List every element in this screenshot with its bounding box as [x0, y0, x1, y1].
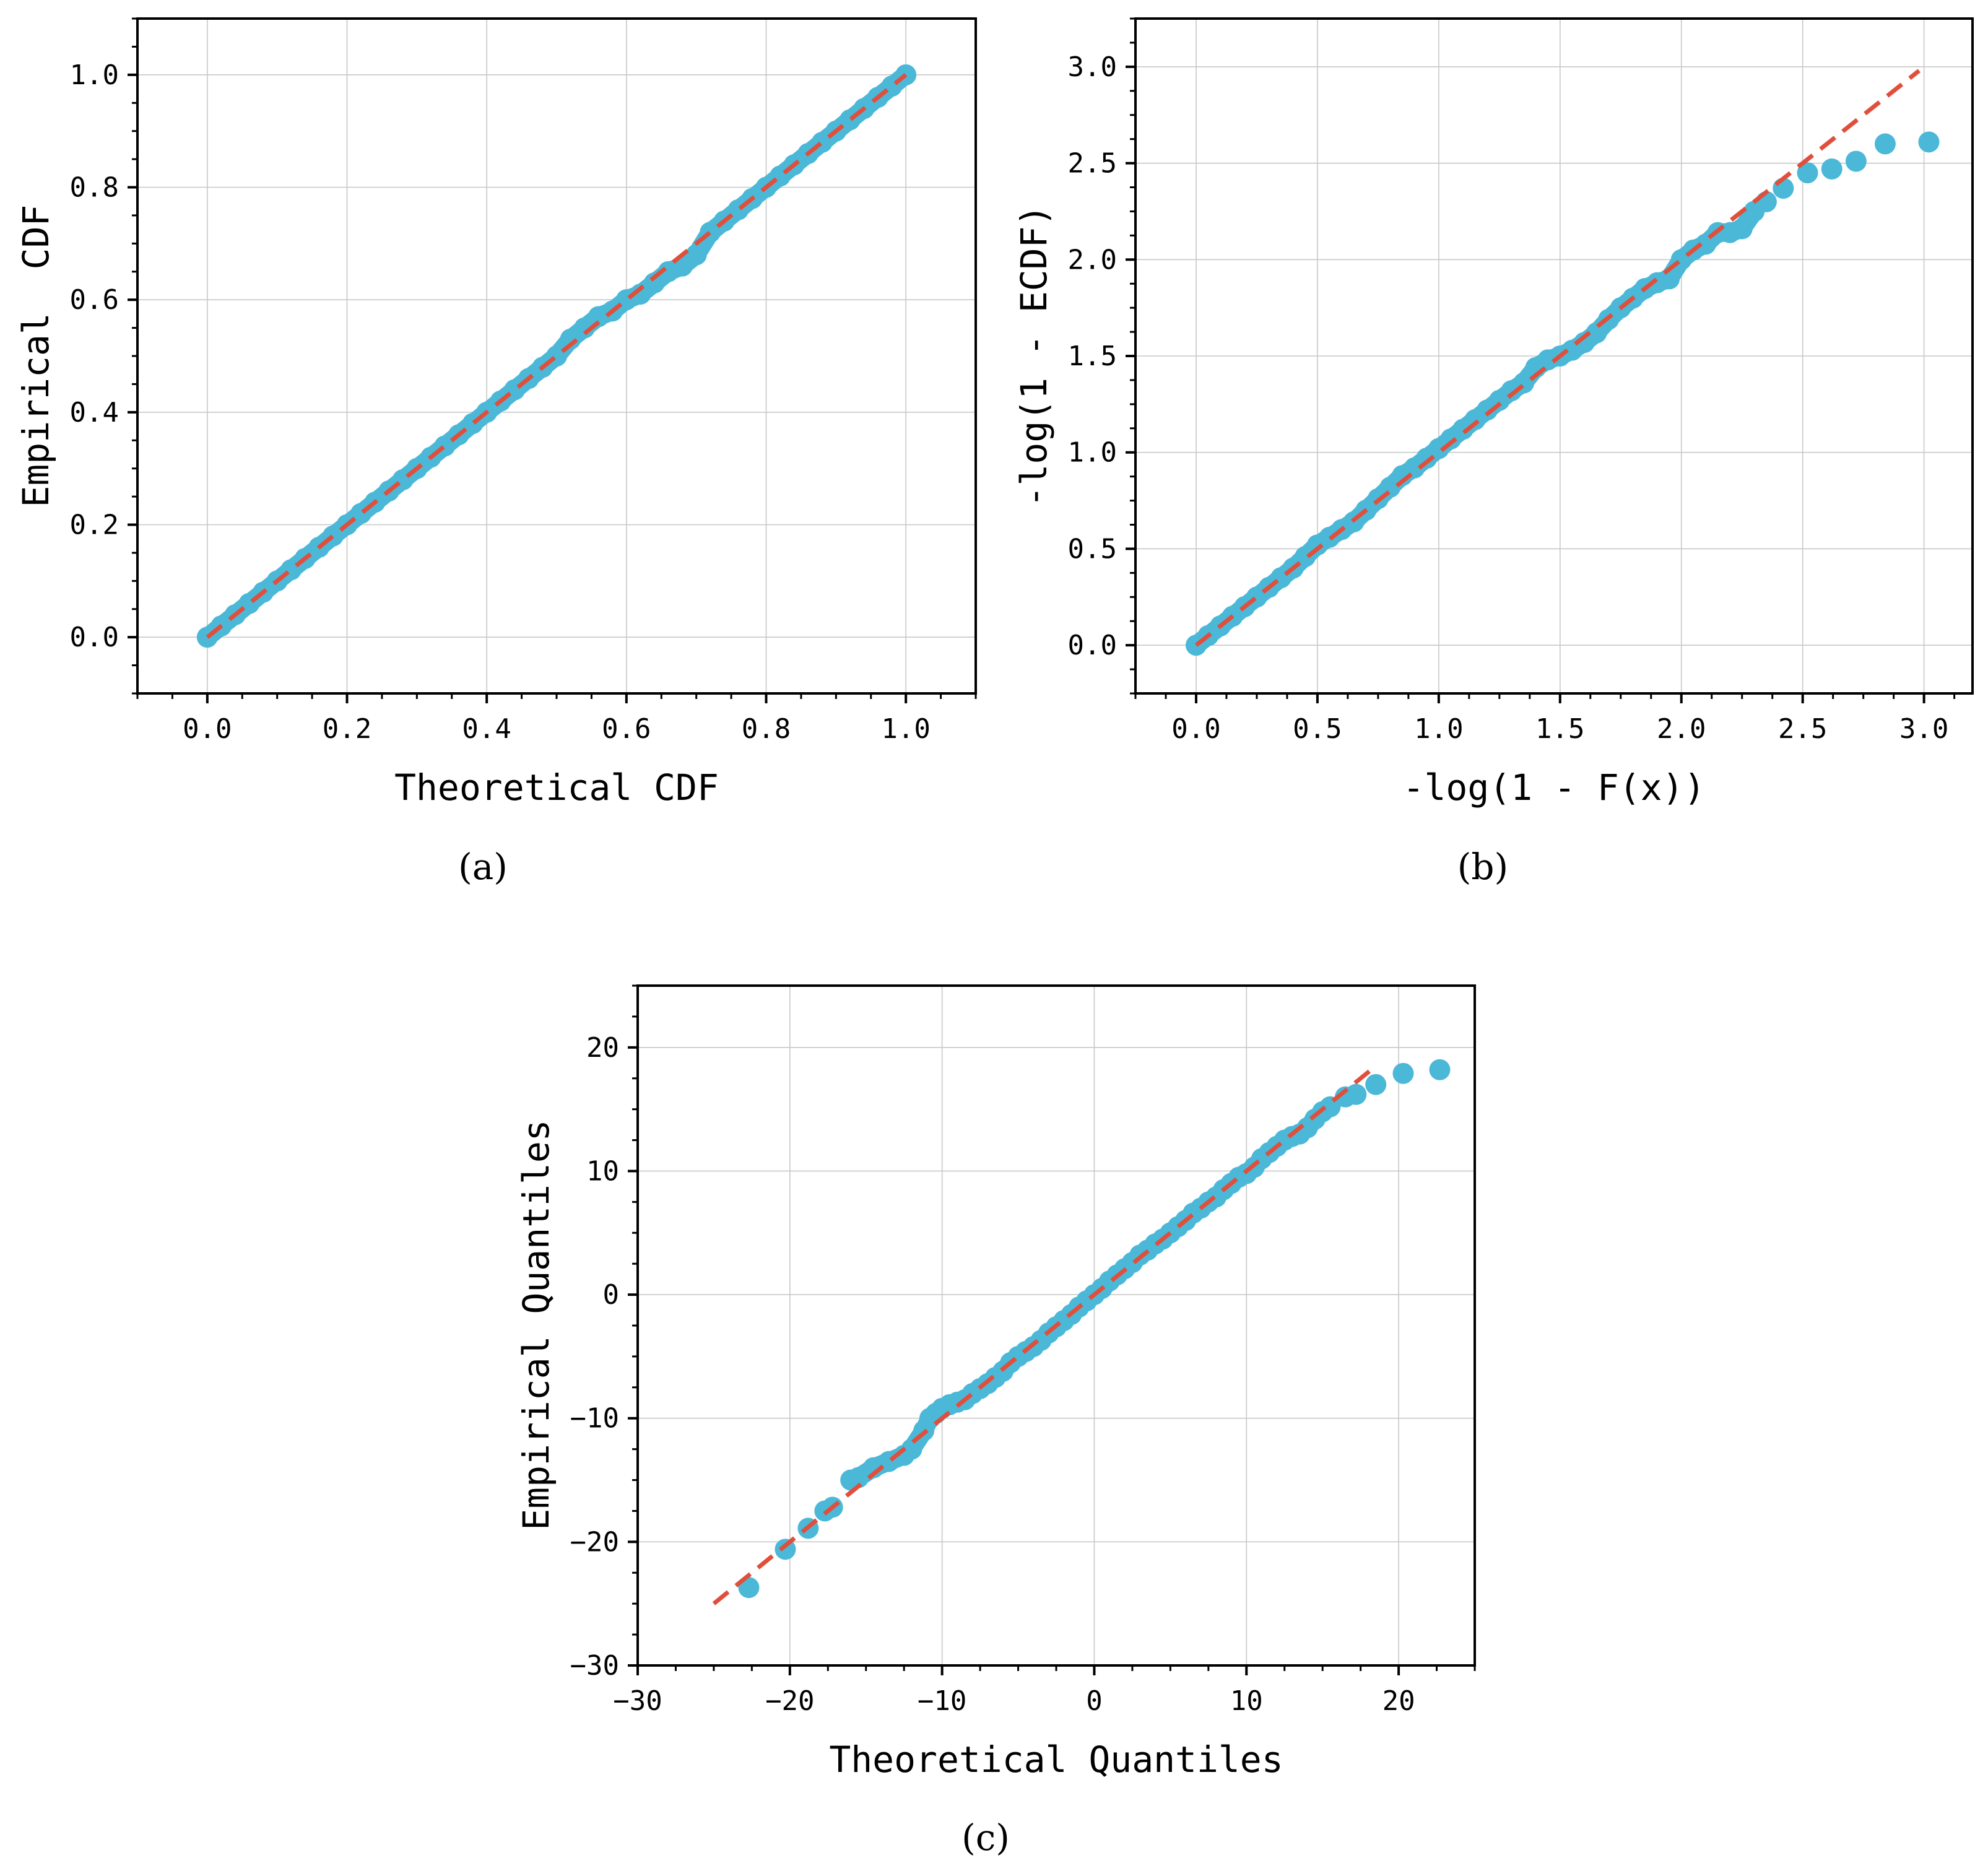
- panel-b-y-tick-label-0: 0.0: [1068, 630, 1117, 661]
- panel-c-y-tick-label-3: 0: [603, 1279, 620, 1311]
- panel-b-points: [1185, 131, 1940, 656]
- panel-b-reference-line: [1194, 69, 1921, 647]
- panel-c-x-tick-label-2: −10: [918, 1685, 966, 1717]
- panel-c-y-tick-label-5: 20: [586, 1032, 619, 1064]
- panel-b-y-tick-label-6: 3.0: [1068, 51, 1117, 83]
- panel-a-label: (a): [458, 846, 508, 888]
- panel-c-y-tick-label-4: 10: [586, 1155, 619, 1187]
- panel-b-y-ticks: 0.0 0.5 1.0 1.5 2.0 2.5 3.0: [1068, 17, 1135, 695]
- panel-b-y-tick-label-3: 1.5: [1068, 341, 1117, 372]
- panel-b-x-tick-label-6: 3.0: [1899, 713, 1948, 745]
- panel-a-y-tick-label-1: 0.2: [70, 510, 119, 541]
- panel-b-point-51: [1845, 150, 1867, 172]
- panel-c-x-ticks: −30 −20 −10 0 10 20: [613, 1665, 1476, 1717]
- panel-b-point-49: [1797, 162, 1818, 184]
- panel-a-y-tick-label-2: 0.4: [70, 397, 119, 428]
- panel-b-x-tick-label-3: 1.5: [1535, 713, 1584, 745]
- panel-b-x-tick-label-4: 2.0: [1657, 713, 1706, 745]
- panel-c-x-tick-label-0: −30: [613, 1685, 662, 1717]
- panel-b-x-tick-label-2: 1.0: [1414, 713, 1463, 745]
- panel-a-y-tick-label-5: 1.0: [70, 59, 119, 91]
- panel-a: 0.0 0.2 0.4 0.6 0.8 1.0 0.0 0.2 0.4 0.6 0.8 1.0 Th…: [15, 17, 977, 888]
- panel-c-y-axis-label: Empirical Quantiles: [515, 1119, 557, 1530]
- panel-b-x-tick-label-0: 0.0: [1171, 713, 1220, 745]
- panel-a-y-tick-label-0: 0.0: [70, 622, 119, 653]
- panel-c-y-ticks: −30 −20 −10 0 10 20: [570, 984, 638, 1682]
- panel-a-x-ticks: 0.0 0.2 0.4 0.6 0.8 1.0: [136, 693, 977, 745]
- panel-c-point-0: [738, 1577, 760, 1599]
- panel-a-reference-line: [206, 73, 908, 639]
- panel-b-reference-line-path: [1194, 69, 1921, 647]
- panel-c-point-68: [1365, 1074, 1387, 1095]
- panel-c-x-tick-label-4: 10: [1230, 1685, 1263, 1717]
- panel-c-point-70: [1429, 1059, 1451, 1080]
- panel-a-y-tick-label-4: 0.8: [70, 172, 119, 204]
- panel-a-x-tick-label-2: 0.4: [462, 713, 511, 745]
- panel-b-x-ticks: 0.0 0.5 1.0 1.5 2.0 2.5 3.0: [1134, 693, 1956, 745]
- panel-b-x-axis-label: -log(1 - F(x)): [1403, 766, 1706, 809]
- panel-b-label: (b): [1457, 846, 1508, 888]
- panel-a-x-tick-label-1: 0.2: [323, 713, 371, 745]
- panel-c-point-69: [1392, 1062, 1414, 1084]
- panel-b-y-tick-label-1: 0.5: [1068, 533, 1117, 565]
- panel-b-point-50: [1821, 158, 1843, 180]
- panel-b-y-tick-label-4: 2.0: [1068, 244, 1117, 276]
- panel-c-y-tick-label-2: −10: [570, 1403, 619, 1435]
- panel-a-x-axis-label: Theoretical CDF: [394, 766, 719, 809]
- panel-a-x-tick-label-0: 0.0: [183, 713, 232, 745]
- panel-c-y-tick-label-1: −20: [570, 1526, 619, 1558]
- panel-a-y-axis-label: Empirical CDF: [15, 205, 57, 508]
- panel-b-grid: [1135, 19, 1973, 693]
- panel-a-y-tick-label-3: 0.6: [70, 284, 119, 316]
- panel-b-point-52: [1874, 133, 1896, 155]
- panel-b-point-53: [1918, 131, 1940, 153]
- panel-b-y-tick-label-2: 1.0: [1068, 437, 1117, 469]
- panel-a-grid: [137, 19, 976, 693]
- panel-b: 0.0 0.5 1.0 1.5 2.0 2.5 3.0 0.0 0.5 1.0 1.5 2.0 2.5…: [1013, 17, 1974, 888]
- panel-b-point-band: [1186, 202, 1764, 655]
- panel-b-x-tick-label-5: 2.5: [1778, 713, 1827, 745]
- panel-c-point-67: [1345, 1083, 1367, 1105]
- panel-c-y-tick-label-0: −30: [570, 1650, 619, 1682]
- panel-a-x-tick-label-5: 1.0: [881, 713, 930, 745]
- panel-a-x-tick-label-4: 0.8: [742, 713, 791, 745]
- panel-c: −30 −20 −10 0 10 20 −30 −20 −10 0 10 20 Theoretica…: [515, 984, 1476, 1859]
- panel-c-x-tick-label-5: 20: [1382, 1685, 1415, 1717]
- panel-c-label: (c): [961, 1817, 1010, 1859]
- panel-c-x-tick-label-1: −20: [765, 1685, 814, 1717]
- panel-b-x-tick-label-1: 0.5: [1293, 713, 1342, 745]
- panel-c-x-tick-label-3: 0: [1086, 1685, 1103, 1717]
- panel-b-y-tick-label-5: 2.5: [1068, 148, 1117, 180]
- panel-a-x-tick-label-3: 0.6: [602, 713, 651, 745]
- panel-c-x-axis-label: Theoretical Quantiles: [829, 1739, 1283, 1781]
- panel-b-y-axis-label: -log(1 - ECDF): [1013, 205, 1055, 508]
- panel-a-reference-line-path: [206, 73, 908, 639]
- panel-a-y-ticks: 0.0 0.2 0.4 0.6 0.8 1.0: [70, 17, 137, 695]
